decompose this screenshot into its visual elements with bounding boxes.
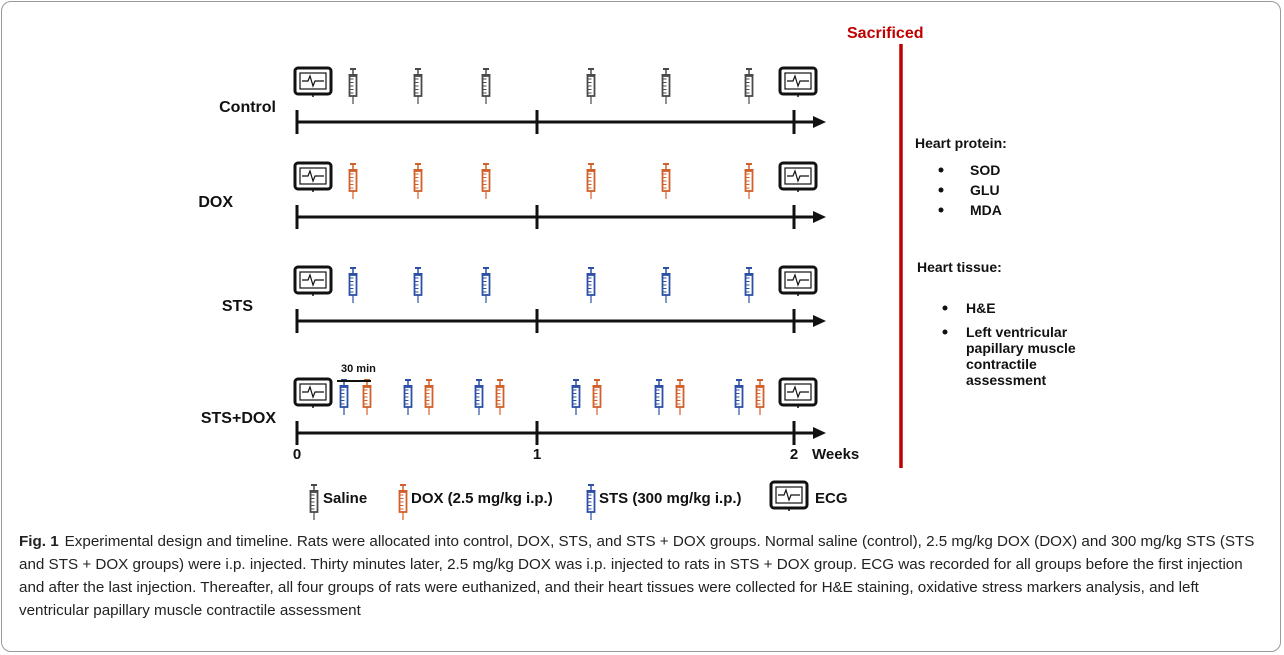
heart-protein-title: Heart protein: bbox=[915, 135, 1007, 151]
legend-dox-label: DOX (2.5 mg/kg i.p.) bbox=[411, 490, 553, 507]
dox-syringe-icon bbox=[586, 163, 596, 199]
dox-syringe-icon bbox=[592, 379, 602, 415]
ecg-monitor-icon bbox=[293, 377, 333, 408]
timeline-arrow-2 bbox=[813, 315, 826, 327]
dox-syringe-icon bbox=[348, 163, 358, 199]
dox-syringe-icon bbox=[661, 163, 671, 199]
dox-syringe-icon bbox=[362, 379, 372, 415]
ecg-monitor-icon bbox=[778, 377, 818, 408]
axis-tick-label-2: 2 bbox=[790, 446, 798, 463]
interval-label: 30 min bbox=[341, 363, 376, 375]
sacrificed-label: Sacrificed bbox=[847, 25, 923, 42]
group-label-0: Control bbox=[219, 99, 276, 116]
ecg-monitor-icon bbox=[778, 161, 818, 192]
dox-syringe-icon bbox=[755, 379, 765, 415]
saline-syringe-icon bbox=[661, 68, 671, 104]
heart-tissue-item: papillary muscle bbox=[966, 340, 1076, 356]
heart-tissue-item: assessment bbox=[966, 372, 1047, 388]
bullet-dot bbox=[938, 187, 944, 193]
axis-tick-label-0: 0 bbox=[293, 446, 301, 463]
sts-syringe-icon bbox=[654, 379, 664, 415]
heart-protein-item: MDA bbox=[970, 202, 1002, 218]
sts-syringe-icon bbox=[348, 267, 358, 303]
saline-syringe-icon bbox=[481, 68, 491, 104]
axis-unit-label: Weeks bbox=[812, 446, 859, 463]
sts-syringe-icon bbox=[571, 379, 581, 415]
heart-tissue-item: contractile bbox=[966, 356, 1037, 372]
dox-syringe-icon bbox=[744, 163, 754, 199]
group-label-1: DOX bbox=[198, 194, 233, 211]
legend-ecg-label: ECG bbox=[815, 490, 848, 507]
caption-text: Experimental design and timeline. Rats w… bbox=[19, 533, 1255, 619]
legend-dox-icon bbox=[398, 484, 408, 520]
bullet-dot bbox=[938, 207, 944, 213]
group-label-2: STS bbox=[222, 298, 253, 315]
bullet-dot bbox=[942, 305, 948, 311]
legend-sts-label: STS (300 mg/kg i.p.) bbox=[599, 490, 742, 507]
sts-syringe-icon bbox=[413, 267, 423, 303]
heart-protein-item: GLU bbox=[970, 182, 1000, 198]
ecg-monitor-icon bbox=[778, 265, 818, 296]
group-label-3: STS+DOX bbox=[201, 410, 276, 427]
bullet-dot bbox=[938, 167, 944, 173]
sts-syringe-icon bbox=[339, 379, 349, 415]
sts-syringe-icon bbox=[744, 267, 754, 303]
timeline-arrow-1 bbox=[813, 211, 826, 223]
dox-syringe-icon bbox=[424, 379, 434, 415]
saline-syringe-icon bbox=[586, 68, 596, 104]
saline-syringe-icon bbox=[348, 68, 358, 104]
heart-tissue-item: Left ventricular bbox=[966, 324, 1068, 340]
ecg-monitor-icon bbox=[293, 161, 333, 192]
sts-syringe-icon bbox=[586, 267, 596, 303]
bullet-dot bbox=[942, 329, 948, 335]
legend-ecg-icon bbox=[769, 480, 809, 511]
sts-syringe-icon bbox=[661, 267, 671, 303]
ecg-monitor-icon bbox=[293, 265, 333, 296]
sts-syringe-icon bbox=[474, 379, 484, 415]
saline-syringe-icon bbox=[413, 68, 423, 104]
ecg-monitor-icon bbox=[293, 66, 333, 97]
heart-tissue-item: H&E bbox=[966, 300, 996, 316]
timeline-arrow-3 bbox=[813, 427, 826, 439]
heart-tissue-title: Heart tissue: bbox=[917, 259, 1002, 275]
axis-tick-label-1: 1 bbox=[533, 446, 541, 463]
dox-syringe-icon bbox=[481, 163, 491, 199]
dox-syringe-icon bbox=[413, 163, 423, 199]
ecg-monitor-icon bbox=[778, 66, 818, 97]
sts-syringe-icon bbox=[734, 379, 744, 415]
legend-saline-label: Saline bbox=[323, 490, 367, 507]
heart-protein-item: SOD bbox=[970, 162, 1000, 178]
sts-syringe-icon bbox=[481, 267, 491, 303]
figure-label: Fig. 1 bbox=[19, 533, 59, 550]
dox-syringe-icon bbox=[495, 379, 505, 415]
sts-syringe-icon bbox=[403, 379, 413, 415]
timeline-arrow-0 bbox=[813, 116, 826, 128]
dox-syringe-icon bbox=[675, 379, 685, 415]
legend-sts-icon bbox=[586, 484, 596, 520]
timeline-diagram: Sacrificed Control DOX STS STS+DOX 30 min 0 1 2 W… bbox=[198, 25, 1076, 520]
legend-saline-icon bbox=[309, 484, 319, 520]
figure-caption: Fig. 1 Experimental design and timeline. … bbox=[19, 530, 1271, 622]
saline-syringe-icon bbox=[744, 68, 754, 104]
